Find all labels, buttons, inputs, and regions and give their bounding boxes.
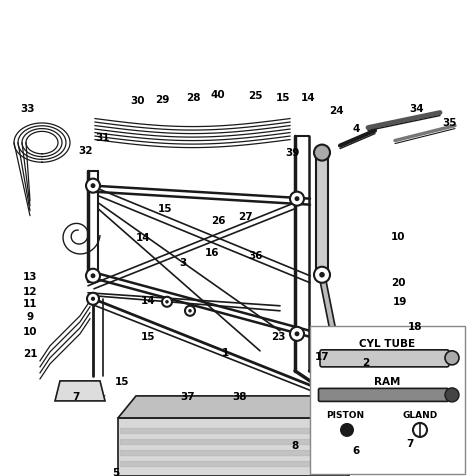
Circle shape [165, 300, 169, 304]
Text: 16: 16 [205, 248, 219, 258]
Text: 27: 27 [237, 212, 252, 222]
Polygon shape [330, 336, 360, 396]
Text: 29: 29 [155, 95, 169, 105]
Text: 17: 17 [315, 352, 329, 362]
Circle shape [188, 309, 192, 313]
Text: 14: 14 [141, 296, 155, 306]
Text: 5: 5 [112, 468, 119, 476]
Circle shape [340, 423, 354, 437]
Text: 24: 24 [328, 106, 343, 116]
Text: 13: 13 [23, 272, 37, 282]
Text: 35: 35 [443, 118, 457, 128]
Circle shape [91, 297, 95, 301]
Text: 20: 20 [391, 278, 405, 288]
Text: 7: 7 [406, 439, 414, 449]
Circle shape [294, 331, 300, 336]
Text: CYL TUBE: CYL TUBE [359, 339, 415, 349]
Text: 1: 1 [221, 348, 228, 358]
Circle shape [445, 351, 459, 365]
Text: 2: 2 [363, 358, 370, 368]
Text: 32: 32 [79, 146, 93, 156]
Text: RAM: RAM [374, 377, 400, 387]
Text: 8: 8 [292, 441, 299, 451]
Text: 36: 36 [249, 251, 263, 261]
Text: 39: 39 [286, 148, 300, 158]
Circle shape [86, 178, 100, 193]
Circle shape [185, 306, 195, 316]
Circle shape [162, 297, 172, 307]
Circle shape [445, 388, 459, 402]
Text: 3: 3 [179, 258, 187, 268]
Text: 25: 25 [248, 90, 262, 100]
Polygon shape [316, 153, 328, 276]
Text: 33: 33 [21, 104, 35, 114]
FancyBboxPatch shape [319, 388, 448, 401]
Circle shape [87, 293, 99, 305]
Polygon shape [55, 381, 105, 401]
Circle shape [314, 267, 330, 283]
Text: GLAND: GLAND [402, 411, 438, 420]
Polygon shape [319, 276, 340, 351]
Circle shape [319, 272, 325, 278]
Text: 26: 26 [211, 216, 225, 226]
Text: PISTON: PISTON [326, 411, 364, 420]
Circle shape [86, 269, 100, 283]
Polygon shape [118, 418, 348, 476]
Circle shape [314, 145, 330, 160]
Text: 15: 15 [158, 204, 172, 214]
Circle shape [91, 273, 95, 278]
Text: 21: 21 [23, 349, 37, 359]
Circle shape [290, 192, 304, 206]
Text: 40: 40 [210, 89, 225, 99]
Text: 19: 19 [393, 297, 407, 307]
Circle shape [331, 390, 343, 402]
Text: BASIC LOADER PARTS: BASIC LOADER PARTS [103, 10, 371, 30]
Text: 14: 14 [136, 233, 150, 243]
Text: 15: 15 [115, 377, 129, 387]
Text: 9: 9 [27, 312, 34, 322]
Text: 10: 10 [23, 327, 37, 337]
Circle shape [91, 183, 95, 188]
Text: 11: 11 [23, 299, 37, 309]
FancyBboxPatch shape [320, 350, 449, 367]
Text: 15: 15 [141, 332, 155, 342]
Text: 7: 7 [73, 392, 80, 402]
Text: 15: 15 [276, 92, 290, 102]
Text: 30: 30 [131, 96, 145, 106]
Text: 34: 34 [410, 104, 424, 114]
Text: 12: 12 [23, 287, 37, 297]
Polygon shape [348, 396, 366, 476]
Circle shape [290, 327, 304, 341]
Circle shape [294, 196, 300, 201]
Text: 31: 31 [96, 133, 110, 143]
Text: 4: 4 [352, 124, 360, 134]
Text: 38: 38 [233, 392, 247, 402]
Text: 28: 28 [186, 92, 200, 102]
Polygon shape [118, 396, 366, 418]
Text: 14: 14 [301, 92, 315, 102]
Text: 18: 18 [408, 322, 422, 332]
Text: 10: 10 [391, 232, 405, 242]
FancyBboxPatch shape [310, 326, 465, 474]
Text: 37: 37 [181, 392, 195, 402]
Text: 6: 6 [352, 446, 360, 456]
Text: 23: 23 [271, 332, 285, 342]
Circle shape [335, 394, 339, 398]
